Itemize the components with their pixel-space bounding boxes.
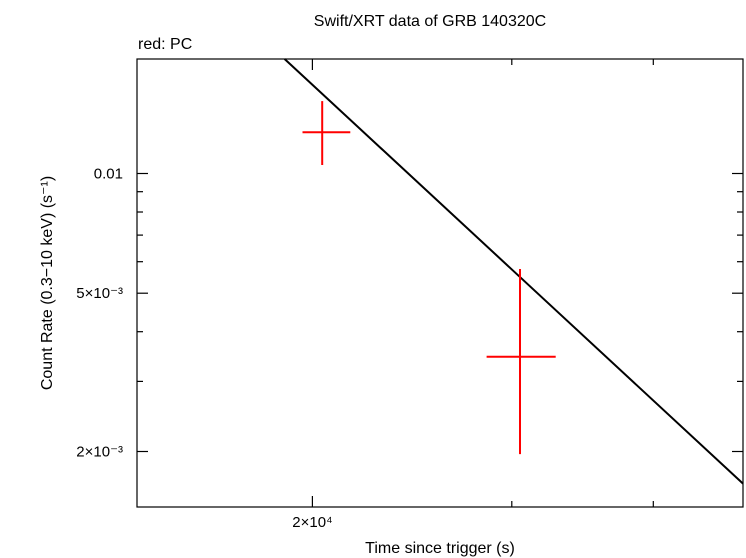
data-points (302, 101, 556, 455)
data-point (302, 101, 351, 165)
data-point (486, 269, 556, 455)
axis-tick-labels: 2×10⁴ 0.01 5×10⁻³ 2×10⁻³ (76, 166, 332, 532)
chart-subtitle: red: PC (138, 36, 192, 53)
y-tick-label: 0.01 (94, 166, 123, 183)
plot-frame (136, 58, 744, 508)
model-line (283, 58, 744, 485)
chart-title: Swift/XRT data of GRB 140320C (314, 13, 546, 30)
y-axis-label: Count Rate (0.3−10 keV) (s⁻¹) (39, 176, 56, 390)
x-axis-label: Time since trigger (s) (365, 540, 515, 557)
y-tick-label: 5×10⁻³ (76, 285, 123, 302)
y-tick-label: 2×10⁻³ (76, 444, 123, 461)
axis-ticks (137, 59, 743, 507)
model-fit (283, 58, 744, 485)
x-tick-label: 2×10⁴ (292, 514, 332, 531)
